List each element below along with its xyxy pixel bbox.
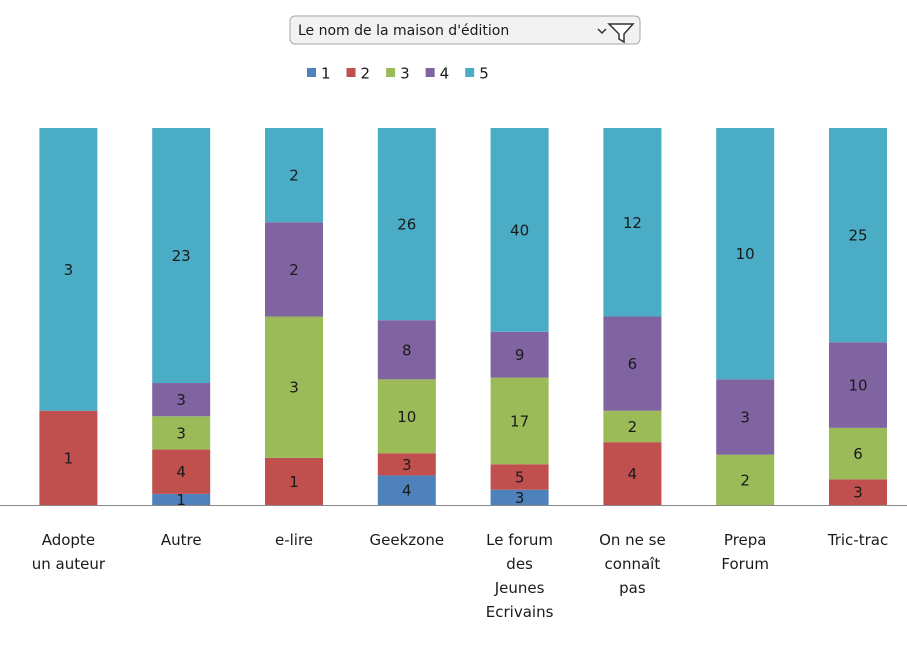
data-label: 3 [402, 456, 412, 474]
data-label: 12 [623, 214, 642, 232]
x-tick-label: e-lire [274, 531, 314, 549]
data-label: 5 [515, 468, 525, 486]
bar-segment [490, 331, 549, 378]
bar-segment [829, 479, 887, 505]
data-label: 1 [176, 491, 186, 509]
data-label: 8 [402, 341, 412, 359]
bar-segment [603, 316, 662, 411]
bar-segment [265, 222, 323, 317]
data-label: 3 [289, 379, 299, 397]
legend-label: 2 [361, 65, 371, 83]
bar-segment [152, 128, 211, 384]
bar-segment [603, 128, 662, 317]
bar-segment [490, 377, 549, 465]
bar-segment [152, 493, 211, 505]
bar-segment [490, 489, 549, 505]
data-label: 25 [848, 227, 867, 245]
data-label: 10 [848, 377, 867, 395]
bar-segment [39, 128, 98, 411]
data-label: 26 [397, 216, 416, 234]
x-tick-label: Adopte un auteur [31, 531, 106, 573]
x-tick-label: Prepa Forum [721, 531, 769, 573]
legend-swatch [307, 68, 316, 77]
x-tick-label: Tric-trac [827, 531, 889, 549]
bar-segment [377, 379, 436, 454]
legend-label: 1 [321, 65, 331, 83]
bar-segment [152, 383, 211, 417]
data-label: 1 [289, 473, 299, 491]
data-label: 40 [510, 221, 529, 239]
bar-segment [490, 464, 549, 490]
data-label: 3 [176, 391, 186, 409]
bar-segment [603, 410, 662, 443]
bar-segment [829, 342, 887, 428]
bar-segment [152, 416, 211, 450]
bar-segment [377, 475, 436, 505]
bar-segment [603, 442, 662, 505]
data-label: 2 [628, 418, 638, 436]
data-label: 4 [628, 465, 638, 483]
bar-segment [39, 410, 98, 505]
bar-segment [265, 128, 323, 223]
x-tick-label: Autre [160, 531, 202, 549]
legend-swatch [425, 68, 435, 77]
data-label: 6 [853, 445, 863, 463]
bar-segment [377, 453, 436, 476]
legend-label: 3 [400, 65, 410, 83]
data-label: 2 [289, 261, 299, 279]
bar-segment [829, 427, 887, 480]
data-label: 4 [402, 482, 412, 500]
filter-button[interactable] [289, 15, 641, 45]
legend-label: 4 [440, 65, 450, 83]
legend-label: 5 [479, 65, 489, 83]
data-label: 3 [853, 484, 863, 502]
data-label: 2 [740, 471, 750, 489]
filter-icon[interactable] [607, 23, 635, 44]
bar-segment [829, 128, 887, 343]
filter-label[interactable]: Le nom de la maison d'édition [298, 23, 509, 39]
data-label: 4 [176, 463, 186, 481]
data-label: 1 [64, 449, 74, 467]
bar-segment [490, 128, 549, 332]
legend-swatch [465, 68, 475, 77]
bar-segment [265, 316, 323, 458]
legend-swatch [386, 68, 396, 77]
data-label: 3 [515, 489, 525, 507]
bar-segment [377, 128, 436, 321]
data-label: 2 [289, 167, 299, 185]
data-label: 3 [740, 409, 750, 427]
bar-segment [377, 320, 436, 380]
x-tick-label: Le forum des Jeunes Ecrivains [485, 531, 554, 621]
data-label: 10 [397, 408, 416, 426]
bar-segment [716, 379, 775, 455]
bar-segment [716, 454, 775, 505]
x-tick-label: On ne se connaît pas [599, 531, 666, 597]
data-label: 3 [176, 424, 186, 442]
bar-segment [716, 128, 775, 380]
bar-segment [265, 457, 323, 505]
bar-segment [152, 449, 211, 494]
data-label: 3 [64, 261, 74, 279]
data-label: 10 [736, 245, 755, 263]
legend-swatch [346, 68, 356, 77]
data-label: 6 [628, 355, 638, 373]
dropdown-icon[interactable] [597, 28, 607, 35]
x-tick-label: Geekzone [369, 531, 445, 549]
data-label: 9 [515, 346, 525, 364]
data-label: 23 [172, 247, 191, 265]
data-label: 17 [510, 412, 529, 430]
